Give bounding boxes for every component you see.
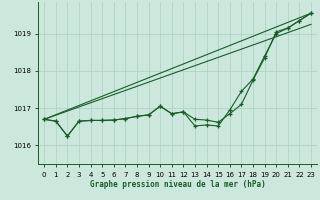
X-axis label: Graphe pression niveau de la mer (hPa): Graphe pression niveau de la mer (hPa): [90, 180, 266, 189]
